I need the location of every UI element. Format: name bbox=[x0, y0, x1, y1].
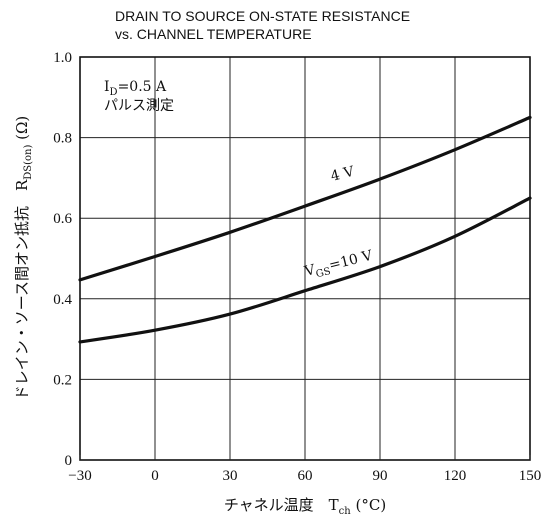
condition-pulse: パルス測定 bbox=[104, 98, 174, 114]
title-line-2: vs. CHANNEL TEMPERATURE bbox=[115, 26, 312, 42]
series-line-10v bbox=[78, 196, 532, 344]
series-labels: 4 V VGS=10 V bbox=[302, 163, 375, 283]
series-label-4v: 4 V bbox=[329, 163, 357, 184]
x-tick-label: 30 bbox=[223, 468, 238, 484]
x-tick-label: −30 bbox=[68, 468, 91, 484]
x-tick-label: 60 bbox=[298, 468, 313, 484]
y-tick-label: 0.2 bbox=[53, 372, 72, 388]
condition-current: ID=0.5 A bbox=[104, 79, 167, 98]
x-tick-label: 90 bbox=[373, 468, 388, 484]
series-lines bbox=[78, 115, 532, 344]
series-line-4v bbox=[78, 115, 532, 282]
conditions-annotation: ID=0.5 A パルス測定 bbox=[104, 79, 174, 114]
y-tick-label: 0.4 bbox=[53, 292, 72, 308]
y-axis-label: ドレイン・ソース間オン抵抗 RDS(on) (Ω) bbox=[13, 116, 34, 401]
chart-title: DRAIN TO SOURCE ON-STATE RESISTANCE vs. … bbox=[115, 8, 410, 42]
y-tick-label: 0.6 bbox=[53, 211, 72, 227]
series-label-10v: VGS=10 V bbox=[302, 247, 375, 283]
y-tick-label: 0 bbox=[65, 453, 73, 469]
x-axis-label: チャネル温度 Tch (°C) bbox=[224, 496, 386, 517]
y-axis-ticks: 0 0.2 0.4 0.6 0.8 1.0 bbox=[53, 50, 72, 469]
y-tick-label: 1.0 bbox=[53, 50, 72, 66]
y-tick-label: 0.8 bbox=[53, 131, 72, 147]
x-tick-label: 150 bbox=[519, 468, 542, 484]
x-tick-label: 120 bbox=[444, 468, 467, 484]
title-line-1: DRAIN TO SOURCE ON-STATE RESISTANCE bbox=[115, 8, 410, 24]
grid-lines bbox=[80, 57, 530, 460]
x-tick-label: 0 bbox=[151, 468, 159, 484]
x-axis-ticks: −30 0 30 60 90 120 150 bbox=[68, 455, 541, 484]
